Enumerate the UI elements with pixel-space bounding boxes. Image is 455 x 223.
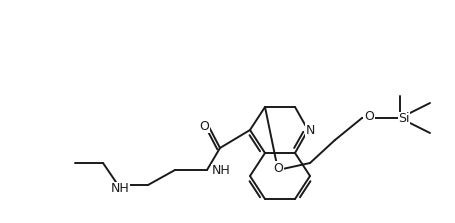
Text: N: N [305,124,315,136]
Text: NH: NH [111,182,129,196]
Text: O: O [273,161,283,175]
Text: O: O [199,120,209,132]
Text: Si: Si [398,112,410,126]
Text: O: O [364,111,374,124]
Text: NH: NH [212,165,231,178]
